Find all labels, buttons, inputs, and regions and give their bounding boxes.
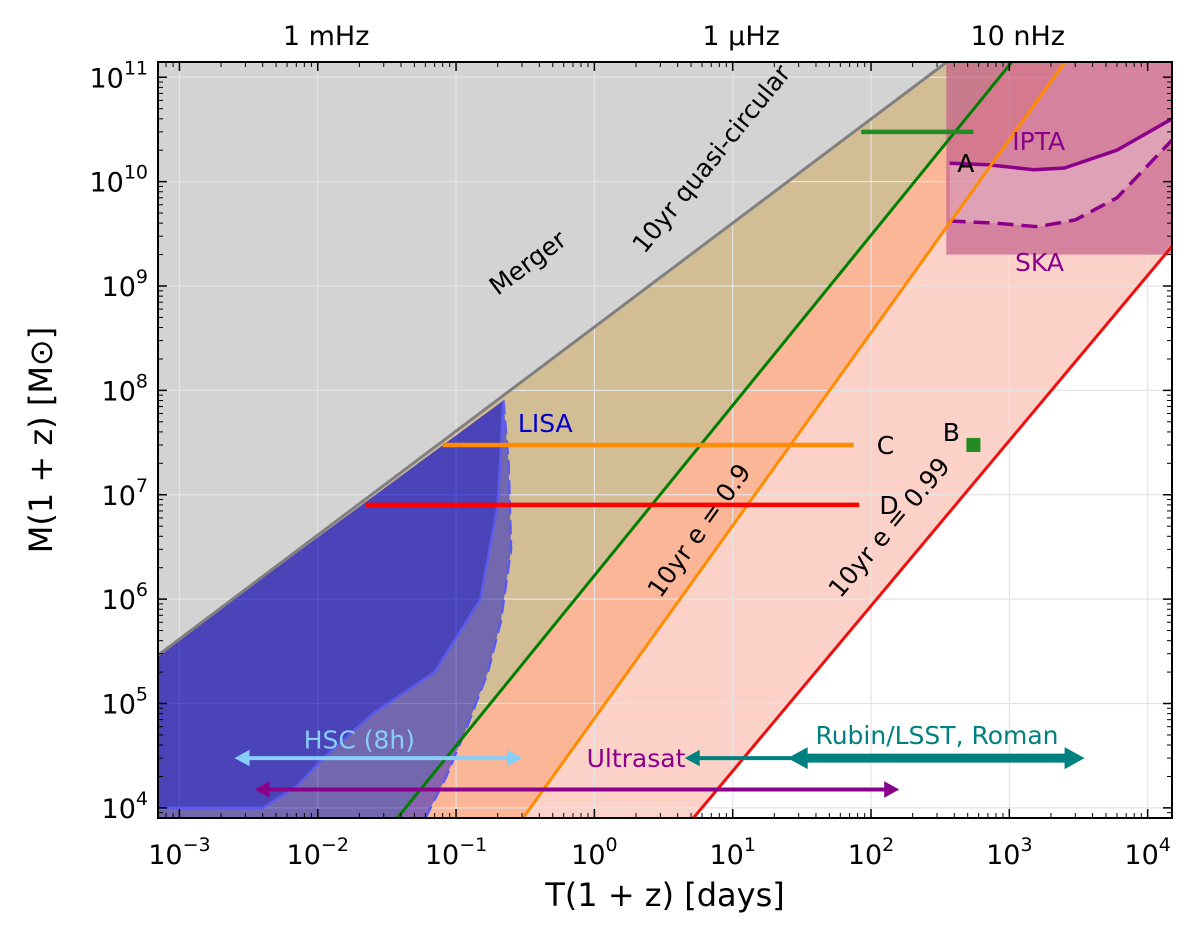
y-tick-base-4: 10 [102,376,136,407]
point-b-marker [966,438,980,452]
top-axis-label-2: 10 nHz [970,21,1065,52]
x-tick-base-0: 10 [148,840,182,871]
survey-label-ultrasat: Ultrasat [587,744,686,773]
y-tick-exp-2: 6 [136,579,148,601]
y-tick-exp-5: 9 [136,266,148,288]
x-tick-exp-5: 2 [882,834,894,856]
x-tick-base-2: 10 [425,840,459,871]
x-tick-base-7: 10 [1124,840,1158,871]
survey-label-hsc-8h: HSC (8h) [304,726,415,755]
top-axis-label-1: 1 μHz [702,21,779,52]
detector-label-ipta: IPTA [1012,127,1065,156]
x-tick-base-4: 10 [709,840,743,871]
detector-label-lisa: LISA [518,409,573,438]
y-tick-base-7: 10 [89,63,123,94]
y-tick-exp-7: 11 [124,57,148,79]
y-tick-exp-1: 5 [136,684,148,706]
x-axis-label: T(1 + z) [days] [544,876,785,914]
y-tick-base-1: 10 [102,690,136,721]
x-tick-exp-0: −3 [183,834,211,856]
point-label-c: C [877,431,894,460]
top-axis-label-0: 1 mHz [283,21,370,52]
point-label-d: D [879,491,898,520]
x-tick-exp-2: −1 [459,834,487,856]
detector-label-ska: SKA [1015,248,1064,277]
x-tick-base-1: 10 [287,840,321,871]
x-tick-base-5: 10 [848,840,882,871]
chart-figure: Merger10yr quasi-circular10yr e = 0.9 10y… [0,0,1200,935]
y-axis-label: M(1 + z) [M⊙] [22,327,60,553]
y-tick-base-5: 10 [102,272,136,303]
x-tick-exp-6: 3 [1020,834,1032,856]
x-tick-base-3: 10 [571,840,605,871]
y-tick-base-0: 10 [102,794,136,825]
point-label-b: B [943,418,960,447]
x-tick-exp-1: −2 [321,834,349,856]
x-tick-base-6: 10 [986,840,1020,871]
x-tick-exp-7: 4 [1159,834,1171,856]
y-tick-base-3: 10 [102,481,136,512]
y-tick-base-2: 10 [102,585,136,616]
x-tick-exp-3: 0 [606,834,618,856]
y-tick-base-6: 10 [89,168,123,199]
y-tick-exp-3: 7 [136,475,148,497]
x-tick-exp-4: 1 [744,834,756,856]
y-tick-exp-0: 4 [136,788,148,810]
survey-label-rubin-lsst-roman: Rubin/LSST, Roman [815,721,1058,750]
y-tick-exp-6: 10 [124,162,148,184]
point-label-a: A [957,149,974,178]
y-tick-exp-4: 8 [136,370,148,392]
